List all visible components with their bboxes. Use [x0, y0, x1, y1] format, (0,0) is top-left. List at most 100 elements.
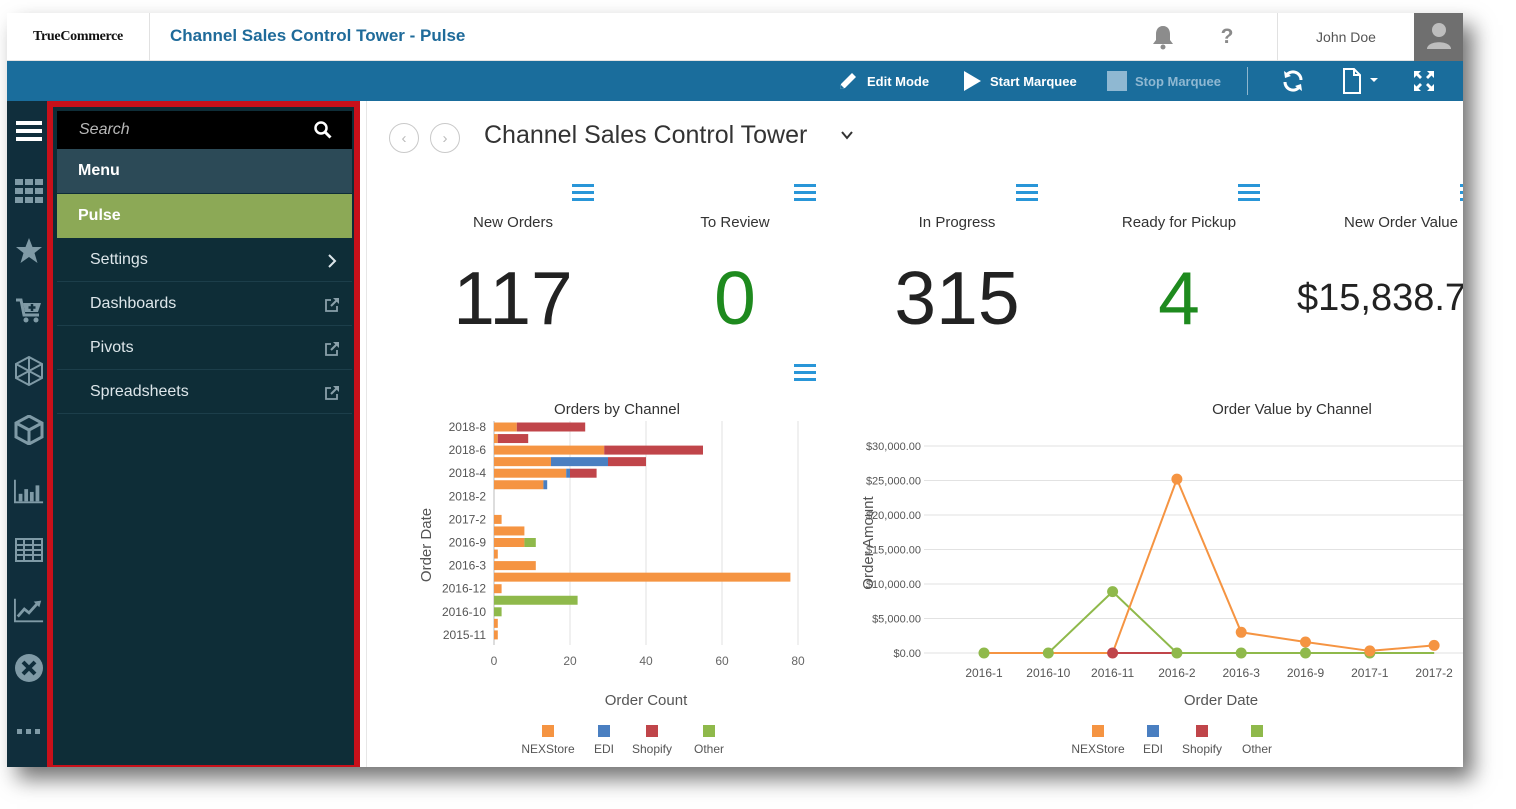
widget-menu-icon[interactable] [1460, 184, 1463, 202]
widget-menu-icon[interactable] [1238, 184, 1260, 202]
bell-icon[interactable] [1152, 24, 1174, 50]
menu-item-label: Dashboards [90, 295, 177, 312]
side-menu-panel: Menu Pulse Settings Dashboards Pivots Sp… [47, 101, 360, 767]
search-input[interactable] [57, 111, 312, 149]
y-tick-label: $10,000.00 [866, 579, 921, 591]
widget-menu-icon[interactable] [1016, 184, 1038, 202]
kpi-value-new-order-value[interactable]: $15,838.7 [1297, 277, 1463, 319]
forward-nav-icon[interactable]: › [430, 123, 460, 153]
hamburger-icon[interactable] [14, 116, 44, 146]
bar-other [524, 538, 536, 547]
legend-label: Shopify [1182, 742, 1222, 756]
menu-header[interactable]: Menu [57, 149, 352, 193]
kpi-label-new-order-value: New Order Value [1344, 214, 1458, 231]
bar-nexstore [494, 572, 791, 582]
user-name-label: John Doe [1316, 29, 1376, 45]
search-icon[interactable] [314, 121, 332, 139]
legend-label: Other [694, 742, 724, 756]
kpi-value-in-progress[interactable]: 315 [894, 256, 1020, 340]
bar-nexstore [494, 468, 567, 478]
bar-shopify [570, 468, 597, 478]
stop-icon [1107, 71, 1127, 91]
star-icon[interactable] [14, 235, 44, 265]
menu-item-pulse[interactable]: Pulse [57, 194, 352, 238]
bar-nexstore [494, 526, 525, 536]
refresh-icon[interactable] [1281, 61, 1313, 101]
bar-shopify [516, 422, 586, 432]
y-tick-label: 2018-2 [449, 489, 487, 503]
kpi-value-new-orders[interactable]: 117 [453, 256, 573, 340]
point-nexstore [1171, 473, 1183, 485]
menu-item-settings[interactable]: Settings [57, 238, 352, 282]
dashboard-main: ‹ › Channel Sales Control Tower New Orde… [366, 101, 1463, 767]
x-tick-label: 2016-1 [965, 666, 1003, 680]
stop-marquee-button[interactable]: Stop Marquee [1107, 61, 1221, 101]
edit-mode-label: Edit Mode [867, 73, 930, 89]
truecommerce-logo[interactable]: TrueCommerce [7, 13, 150, 61]
dashboard-title[interactable]: Channel Sales Control Tower [484, 121, 808, 149]
kpi-label-to-review: To Review [700, 214, 770, 231]
legend-swatch [598, 725, 610, 737]
help-icon[interactable]: ? [1220, 25, 1234, 48]
legend-swatch [1147, 725, 1159, 737]
series-line-other [984, 590, 1435, 654]
more-icon[interactable] [14, 716, 44, 746]
x-tick-label: 60 [715, 654, 729, 668]
table-icon[interactable] [14, 535, 44, 565]
point-nexstore [1428, 639, 1440, 651]
point-other [978, 647, 990, 659]
y-tick-label: 2016-9 [449, 536, 487, 550]
menu-item-pivots[interactable]: Pivots [57, 326, 352, 370]
y-tick-label: $30,000.00 [866, 441, 921, 453]
x-tick-label: 2016-10 [1026, 666, 1070, 680]
kpi-value-ready-for-pickup[interactable]: 4 [1158, 256, 1200, 340]
user-name[interactable]: John Doe [1277, 13, 1414, 61]
widget-menu-icon[interactable] [794, 364, 816, 382]
x-axis-label: Order Date [1184, 692, 1258, 709]
export-document-icon[interactable] [1341, 61, 1389, 101]
point-nexstore [1235, 626, 1247, 638]
orders-by-channel-chart: 0 20 40 60 80 2018-8 2018-6 2018-4 2018-2 2017-2 2… [418, 420, 805, 756]
fullscreen-icon[interactable] [1413, 61, 1443, 101]
kpi-label-in-progress: In Progress [918, 214, 996, 231]
kpi-value-to-review[interactable]: 0 [714, 256, 756, 340]
menu-item-label: Pivots [90, 339, 134, 356]
legend-label: EDI [1143, 742, 1163, 756]
back-nav-icon[interactable]: ‹ [389, 123, 419, 153]
cube-outline-icon[interactable] [14, 356, 44, 386]
x-tick-label: 2017-1 [1351, 666, 1389, 680]
legend-label: Other [1242, 742, 1272, 756]
search-bar [57, 111, 352, 149]
legend-label: Shopify [632, 742, 672, 756]
legend-label: EDI [594, 742, 614, 756]
menu-item-dashboards[interactable]: Dashboards [57, 282, 352, 326]
x-tick-label: 2016-9 [1287, 666, 1325, 680]
app-title: Channel Sales Control Tower - Pulse [170, 26, 466, 45]
edit-mode-button[interactable]: Edit Mode [837, 61, 929, 101]
point-other [1235, 647, 1247, 659]
toolbar: Edit Mode Start Marquee Stop Marquee [7, 61, 1463, 101]
chevron-down-icon[interactable] [839, 127, 855, 143]
widget-menu-icon[interactable] [572, 184, 594, 202]
cube-icon[interactable] [14, 415, 44, 445]
y-tick-label: $5,000.00 [872, 614, 921, 626]
avatar[interactable] [1414, 13, 1463, 61]
close-circle-icon[interactable] [14, 653, 44, 683]
legend-swatch [1196, 725, 1208, 737]
app-window: TrueCommerce Channel Sales Control Tower… [7, 13, 1463, 767]
stop-marquee-label: Stop Marquee [1135, 73, 1221, 89]
widget-menu-icon[interactable] [794, 184, 816, 202]
x-tick-label: 2016-2 [1158, 666, 1196, 680]
start-marquee-button[interactable]: Start Marquee [962, 61, 1077, 101]
bar-nexstore [494, 422, 517, 432]
bar-edi [566, 468, 570, 478]
line-chart-icon[interactable] [14, 595, 44, 625]
x-axis-label: Order Count [605, 692, 688, 709]
bar-chart-icon[interactable] [14, 476, 44, 506]
cart-add-icon[interactable] [14, 296, 44, 326]
top-header: TrueCommerce Channel Sales Control Tower… [7, 13, 1463, 61]
grid-icon[interactable] [14, 176, 44, 206]
bar-nexstore [494, 480, 544, 490]
menu-item-spreadsheets[interactable]: Spreadsheets [57, 370, 352, 414]
chevron-right-icon [328, 254, 337, 268]
